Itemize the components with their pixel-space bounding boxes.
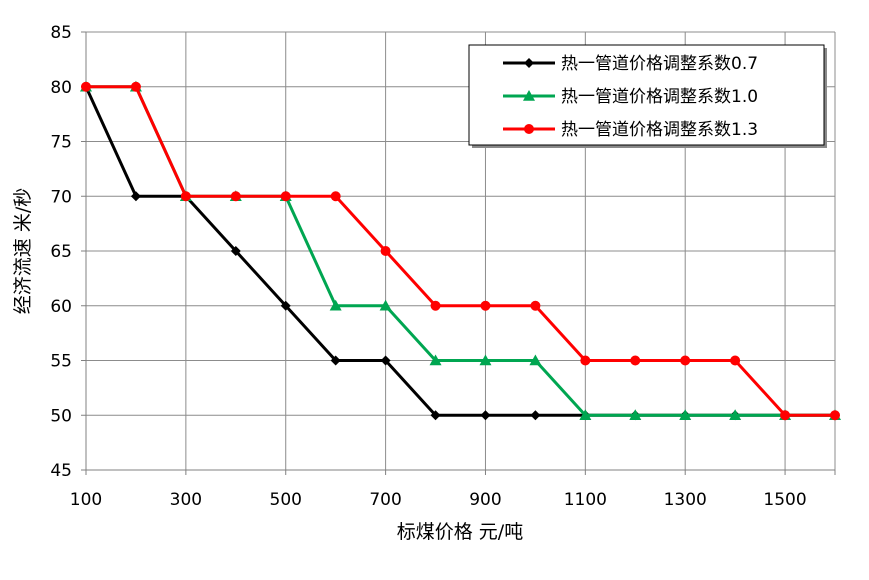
- data-point: [329, 299, 342, 311]
- data-point: [230, 246, 241, 256]
- data-point: [230, 191, 241, 202]
- data-point: [479, 354, 492, 366]
- data-point: [830, 410, 840, 421]
- x-tick-label: 500: [270, 490, 302, 510]
- data-point: [280, 191, 291, 202]
- series-3: [81, 81, 840, 421]
- data-point: [729, 409, 742, 421]
- legend-marker: [523, 90, 535, 101]
- legend-label: 热一管道价格调整系数1.0: [561, 87, 758, 107]
- data-point: [180, 191, 191, 202]
- legend: 热一管道价格调整系数0.7 热一管道价格调整系数1.0 热一管道价格调整系数1.3: [468, 44, 827, 148]
- y-tick-label: 75: [50, 133, 72, 153]
- y-tick-label: 55: [50, 352, 72, 372]
- y-tick-label: 65: [50, 242, 72, 262]
- data-point: [430, 300, 441, 311]
- x-tick-label: 1500: [763, 490, 806, 510]
- data-point: [380, 355, 391, 366]
- axes: 45 50 55 60 65 70 75 80 85 100 300 500 700 900 1100 130…: [50, 23, 836, 510]
- data-point: [530, 300, 541, 311]
- x-tick-label: 1100: [564, 490, 607, 510]
- data-point: [430, 410, 441, 421]
- data-point: [280, 300, 291, 311]
- series-line: [86, 85, 835, 417]
- data-point: [780, 410, 791, 421]
- legend-entry: 热一管道价格调整系数0.7: [503, 54, 758, 74]
- data-point: [81, 81, 91, 92]
- data-point: [529, 354, 542, 366]
- data-point: [379, 299, 392, 311]
- y-tick-label: 60: [50, 297, 72, 317]
- legend-entry: 热一管道价格调整系数1.3: [503, 120, 758, 140]
- data-point: [580, 355, 591, 366]
- x-tick-label: 100: [70, 490, 102, 510]
- data-point: [130, 191, 141, 202]
- data-point: [480, 410, 491, 421]
- x-axis-title: 标煤价格 元/吨: [397, 521, 523, 543]
- y-axis-title: 经济流速 米/秒: [12, 188, 34, 314]
- data-point: [130, 81, 141, 92]
- data-point: [330, 191, 341, 202]
- legend-label: 热一管道价格调整系数0.7: [561, 54, 758, 74]
- x-tick-label: 900: [469, 490, 501, 510]
- y-tick-label: 50: [50, 406, 72, 426]
- legend-entry: 热一管道价格调整系数1.0: [503, 87, 758, 107]
- x-tick-label: 300: [170, 490, 202, 510]
- data-point: [679, 409, 692, 421]
- y-tick-label: 45: [50, 461, 72, 481]
- legend-marker: [524, 58, 534, 68]
- x-tick-label: 1300: [664, 490, 707, 510]
- series-group: [80, 80, 841, 421]
- x-tick-label: 700: [369, 490, 401, 510]
- data-point: [480, 300, 491, 311]
- data-point: [630, 355, 641, 366]
- y-tick-label: 85: [50, 23, 72, 43]
- data-point: [380, 246, 391, 256]
- data-point: [530, 410, 541, 421]
- data-point: [730, 355, 741, 366]
- y-tick-label: 80: [50, 78, 72, 98]
- data-point: [629, 409, 642, 421]
- legend-label: 热一管道价格调整系数1.3: [561, 120, 758, 140]
- legend-marker: [524, 124, 534, 134]
- data-point: [680, 355, 691, 366]
- data-point: [330, 355, 341, 366]
- data-point: [579, 409, 592, 421]
- data-point: [429, 354, 442, 366]
- y-tick-label: 70: [50, 187, 72, 207]
